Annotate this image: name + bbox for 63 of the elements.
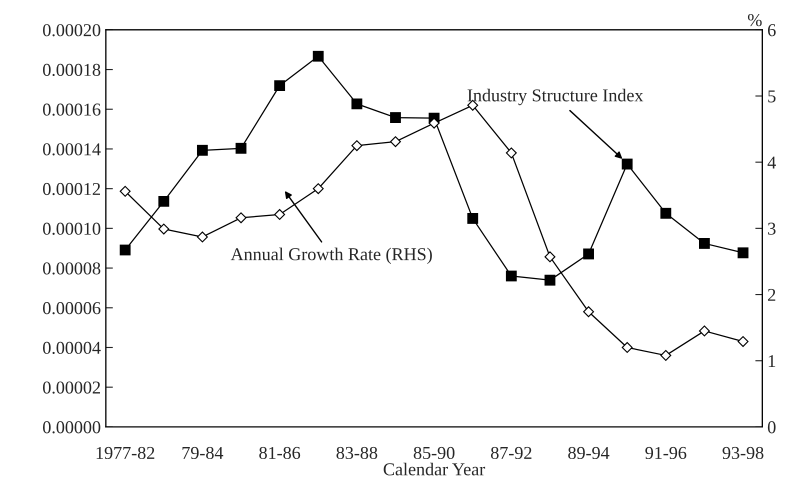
point (622, 158, 633, 170)
point (312, 183, 324, 194)
x-tick-label: 87-92 (490, 446, 532, 460)
y2-tick-label: 1 (768, 355, 776, 367)
y-tick-label: 0.00018 (43, 64, 100, 76)
point (312, 50, 324, 62)
point (120, 186, 131, 197)
x-tick-label: 79-84 (182, 446, 224, 460)
x-axis-title: Calendar Year (384, 462, 486, 476)
point (660, 208, 672, 219)
y2-tick-label: 5 (768, 90, 776, 102)
y2-tick-label: 3 (768, 222, 776, 235)
point (698, 325, 710, 336)
point (390, 112, 401, 123)
point (544, 274, 556, 286)
y2-tick-label: 6 (768, 24, 776, 36)
x-tick-label: 91-96 (645, 446, 686, 460)
point (196, 144, 208, 156)
point (274, 209, 286, 220)
point (158, 224, 170, 234)
y2-tick-label: 2 (768, 288, 776, 301)
y-tick-label: 0.00006 (43, 302, 100, 314)
x-tick-label: 1977-82 (96, 446, 154, 460)
point (738, 247, 748, 258)
point (506, 270, 517, 282)
y-tick-label: 0.00000 (43, 421, 100, 434)
x-tick-label: 89-94 (568, 446, 610, 460)
y-tick-label: 0.00008 (43, 262, 100, 275)
point (622, 342, 633, 353)
point (236, 212, 246, 224)
y-tick-label: 0.00002 (43, 381, 100, 394)
x-tick-label: 81-86 (259, 446, 300, 460)
series-label: Annual Growth Rate (RHS) (230, 248, 432, 264)
series-label: Industry Structure Index (468, 88, 644, 106)
point (506, 147, 517, 158)
point (236, 142, 246, 154)
y2-tick-label: 4 (768, 156, 776, 168)
y-tick-label: 0.00020 (43, 24, 100, 36)
point (274, 80, 286, 92)
point (351, 98, 362, 110)
y2-tick-label: 0 (768, 421, 776, 434)
y-tick-label: 0.00004 (43, 342, 101, 354)
point (583, 248, 594, 260)
y-tick-label: 0.00012 (43, 182, 100, 196)
point (390, 136, 401, 148)
y-tick-label: 0.00016 (43, 104, 100, 116)
point (120, 244, 131, 256)
point (467, 213, 478, 224)
point (158, 196, 170, 207)
y-tick-label: 0.00010 (43, 222, 100, 235)
y2-axis-title: % (748, 14, 762, 26)
point (660, 350, 672, 361)
x-tick-label: 83-88 (336, 446, 378, 460)
point (544, 251, 556, 262)
point (351, 140, 362, 152)
y-tick-label: 0.00014 (43, 143, 101, 156)
point (428, 118, 440, 129)
point (738, 336, 749, 347)
point (196, 232, 208, 242)
x-tick-label: 93-98 (722, 446, 764, 460)
point (583, 306, 594, 318)
x-tick-label: 85-90 (414, 446, 454, 460)
point (699, 238, 710, 249)
